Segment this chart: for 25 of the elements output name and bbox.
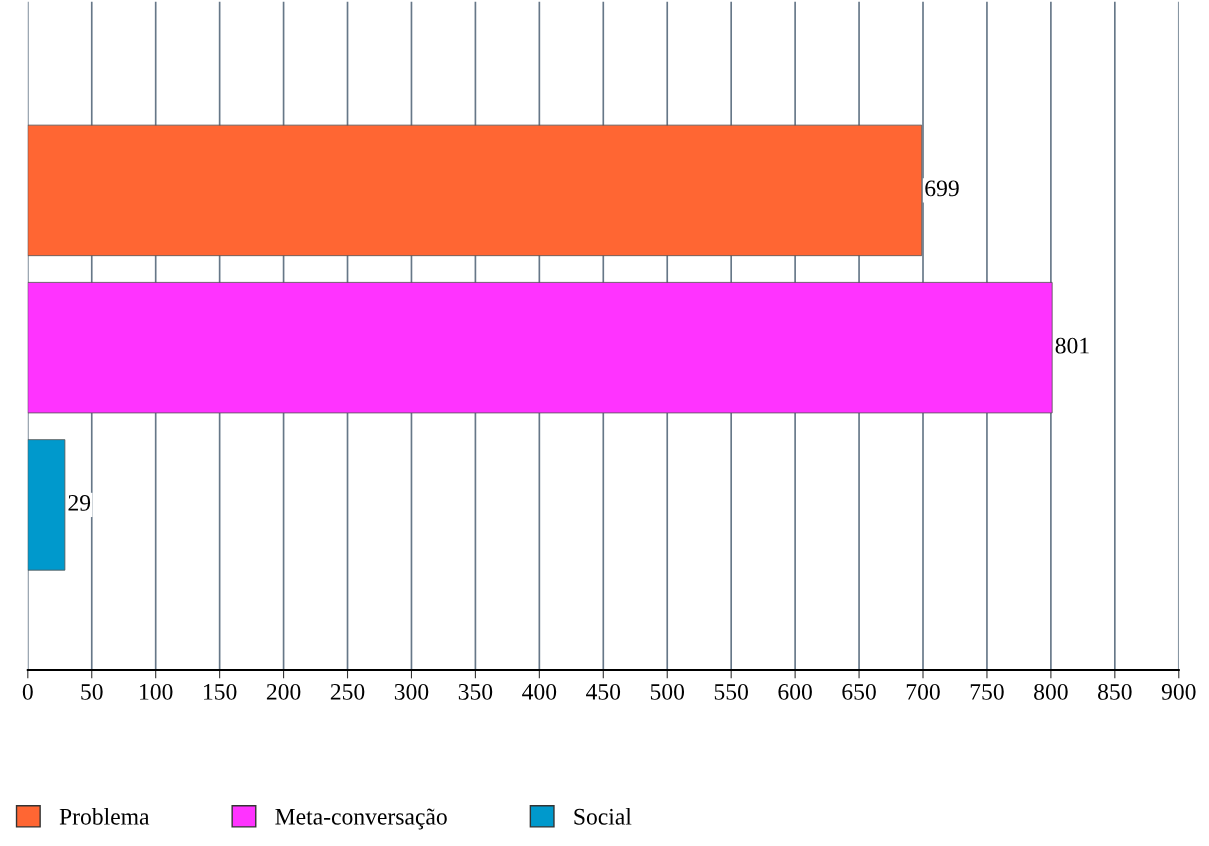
- x-tick-label: 150: [204, 683, 237, 700]
- x-tick-label: 550: [714, 683, 748, 700]
- legend-label: Problema: [59, 808, 150, 825]
- legend-label: Social: [574, 808, 632, 825]
- legend-label: Meta-conversação: [275, 808, 447, 830]
- x-tick-label: 500: [650, 683, 685, 700]
- x-tick-label: 600: [778, 683, 812, 700]
- x-tick-label: 100: [140, 683, 173, 700]
- x-tick-label: 250: [330, 683, 365, 700]
- x-tick-label: 50: [81, 683, 103, 700]
- x-tick-label: 400: [522, 683, 557, 700]
- data-label: 29: [68, 494, 91, 511]
- x-tick-label: 450: [586, 683, 621, 700]
- x-tick-label: 850: [1098, 683, 1132, 700]
- x-tick-label: 300: [394, 683, 429, 700]
- data-label: 699: [925, 180, 959, 197]
- x-tick-label: 200: [266, 683, 301, 700]
- x-tick-label: 800: [1034, 683, 1068, 700]
- x-tick-label: 0: [22, 683, 33, 700]
- x-tick-label: 900: [1161, 683, 1196, 700]
- x-tick-label: 750: [970, 683, 1004, 700]
- data-label: 801: [1055, 337, 1089, 354]
- x-tick-label: 650: [842, 683, 876, 700]
- x-tick-label: 350: [458, 683, 493, 700]
- x-tick-label: 700: [906, 683, 940, 700]
